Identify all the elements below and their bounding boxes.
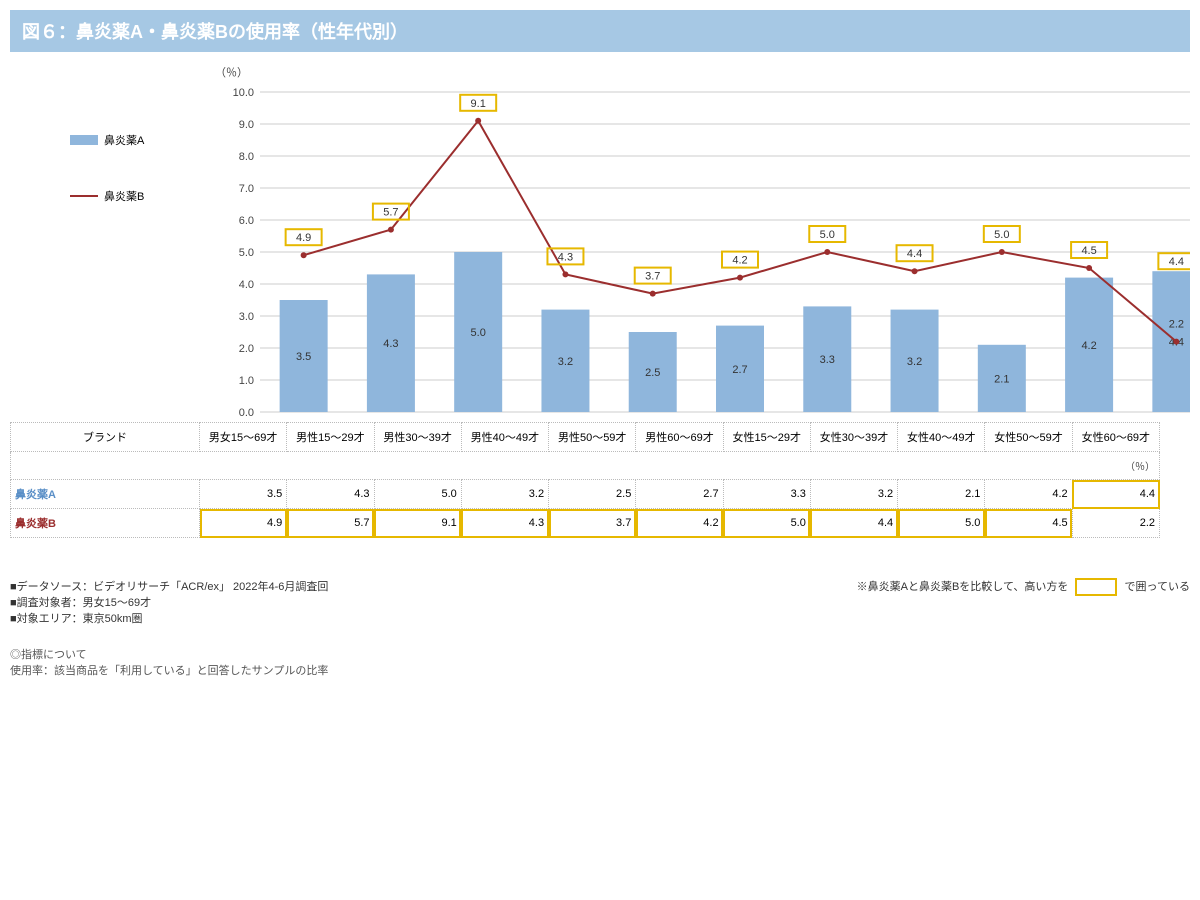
svg-text:4.3: 4.3: [383, 338, 398, 350]
cell-b: 4.3: [461, 509, 548, 538]
table-header: 女性15～29才: [723, 423, 810, 452]
table-header: 男性60～69才: [636, 423, 723, 452]
table-header: 男性30～39才: [374, 423, 461, 452]
legend-label-b: 鼻炎薬B: [104, 188, 144, 204]
svg-text:1.0: 1.0: [239, 375, 254, 387]
table-header: 男性15～29才: [287, 423, 374, 452]
svg-text:5.7: 5.7: [383, 207, 398, 219]
cell-b: 5.0: [723, 509, 810, 538]
table-header-brand: ブランド: [11, 423, 200, 452]
cell-a: 2.1: [898, 480, 985, 509]
footer: ■データソース：ビデオリサーチ「ACR/ex」 2022年4-6月調査回 ■調査…: [10, 578, 1190, 626]
target-line: ■調査対象者：男女15～69才: [10, 594, 328, 610]
table-header: 男性50～59才: [549, 423, 636, 452]
row-label-b: 鼻炎薬B: [11, 509, 200, 538]
svg-text:5.0: 5.0: [820, 229, 835, 241]
svg-text:4.0: 4.0: [239, 279, 254, 291]
cell-b: 4.2: [636, 509, 723, 538]
svg-text:4.3: 4.3: [558, 251, 573, 263]
note-text-2: で囲っている: [1125, 581, 1190, 593]
svg-text:6.0: 6.0: [239, 215, 254, 227]
table-header: 女性50～59才: [985, 423, 1072, 452]
table-header: 男女15～69才: [200, 423, 287, 452]
svg-text:4.4: 4.4: [1169, 256, 1184, 268]
svg-text:3.2: 3.2: [558, 356, 573, 368]
svg-text:5.0: 5.0: [471, 327, 486, 339]
cell-a: 3.5: [200, 480, 287, 509]
indicator-heading: ◎指標について: [10, 646, 1190, 662]
legend: 鼻炎薬A 鼻炎薬B: [70, 132, 144, 244]
svg-text:3.5: 3.5: [296, 351, 311, 363]
svg-text:3.2: 3.2: [907, 356, 922, 368]
cell-b: 5.7: [287, 509, 374, 538]
svg-text:2.0: 2.0: [239, 343, 254, 355]
table-unit: （％）: [11, 452, 1160, 480]
svg-text:3.7: 3.7: [645, 271, 660, 283]
note-text: ※鼻炎薬Aと鼻炎薬Bを比較して、高い方を: [857, 581, 1069, 593]
cell-b: 4.5: [985, 509, 1072, 538]
cell-a: 4.4: [1072, 480, 1159, 509]
svg-text:8.0: 8.0: [239, 151, 254, 163]
svg-text:4.2: 4.2: [1081, 340, 1096, 352]
svg-text:5.0: 5.0: [994, 229, 1009, 241]
cell-b: 9.1: [374, 509, 461, 538]
svg-text:9.1: 9.1: [471, 98, 486, 110]
cell-a: 5.0: [374, 480, 461, 509]
svg-text:4.2: 4.2: [732, 255, 747, 267]
legend-item-b: 鼻炎薬B: [70, 188, 144, 204]
source-line: ■データソース：ビデオリサーチ「ACR/ex」 2022年4-6月調査回: [10, 578, 328, 594]
row-label-a: 鼻炎薬A: [11, 480, 200, 509]
svg-text:2.7: 2.7: [732, 364, 747, 376]
table-header: 男性40～49才: [461, 423, 548, 452]
cell-b: 5.0: [898, 509, 985, 538]
cell-b: 2.2: [1072, 509, 1159, 538]
cell-a: 4.2: [985, 480, 1072, 509]
highlight-note: ※鼻炎薬Aと鼻炎薬Bを比較して、高い方を で囲っている: [857, 578, 1190, 626]
svg-text:9.0: 9.0: [239, 119, 254, 131]
table-header: 女性30～39才: [810, 423, 897, 452]
cell-a: 4.3: [287, 480, 374, 509]
source-block: ■データソース：ビデオリサーチ「ACR/ex」 2022年4-6月調査回 ■調査…: [10, 578, 328, 626]
highlight-box-icon: [1075, 578, 1117, 596]
cell-a: 3.3: [723, 480, 810, 509]
svg-text:5.0: 5.0: [239, 247, 254, 259]
legend-item-a: 鼻炎薬A: [70, 132, 144, 148]
cell-b: 3.7: [549, 509, 636, 538]
y-unit: （％）: [215, 64, 248, 80]
svg-text:0.0: 0.0: [239, 407, 254, 419]
chart-title: 図６：鼻炎薬A・鼻炎薬Bの使用率（性年代別）: [10, 10, 1190, 52]
svg-text:4.5: 4.5: [1081, 245, 1096, 257]
cell-b: 4.9: [200, 509, 287, 538]
svg-text:4.9: 4.9: [296, 232, 311, 244]
cell-a: 3.2: [810, 480, 897, 509]
table-header: 女性60～69才: [1072, 423, 1159, 452]
indicator-note: ◎指標について 使用率：該当商品を「利用している」と回答したサンプルの比率: [10, 646, 1190, 678]
legend-label-a: 鼻炎薬A: [104, 132, 144, 148]
svg-text:4.4: 4.4: [907, 248, 922, 260]
combo-chart: 0.0 1.0 2.0 3.0 4.0 5.0 6.0 7.0 8.0 9.0 10.0 3.5 4.3…: [220, 82, 1190, 422]
cell-a: 2.5: [549, 480, 636, 509]
line-swatch-icon: [70, 195, 98, 197]
svg-text:3.3: 3.3: [820, 354, 835, 366]
svg-text:2.1: 2.1: [994, 373, 1009, 385]
table-header: 女性40～49才: [898, 423, 985, 452]
svg-text:10.0: 10.0: [233, 87, 254, 99]
indicator-desc: 使用率：該当商品を「利用している」と回答したサンプルの比率: [10, 662, 1190, 678]
svg-text:3.0: 3.0: [239, 311, 254, 323]
data-table: ブランド男女15～69才男性15～29才男性30～39才男性40～49才男性50…: [10, 422, 1160, 538]
svg-text:2.2: 2.2: [1169, 319, 1184, 331]
cell-b: 4.4: [810, 509, 897, 538]
cell-a: 3.2: [461, 480, 548, 509]
cell-a: 2.7: [636, 480, 723, 509]
svg-text:2.5: 2.5: [645, 367, 660, 379]
svg-text:7.0: 7.0: [239, 183, 254, 195]
area-line: ■対象エリア：東京50km圏: [10, 610, 328, 626]
bar-swatch-icon: [70, 135, 98, 145]
